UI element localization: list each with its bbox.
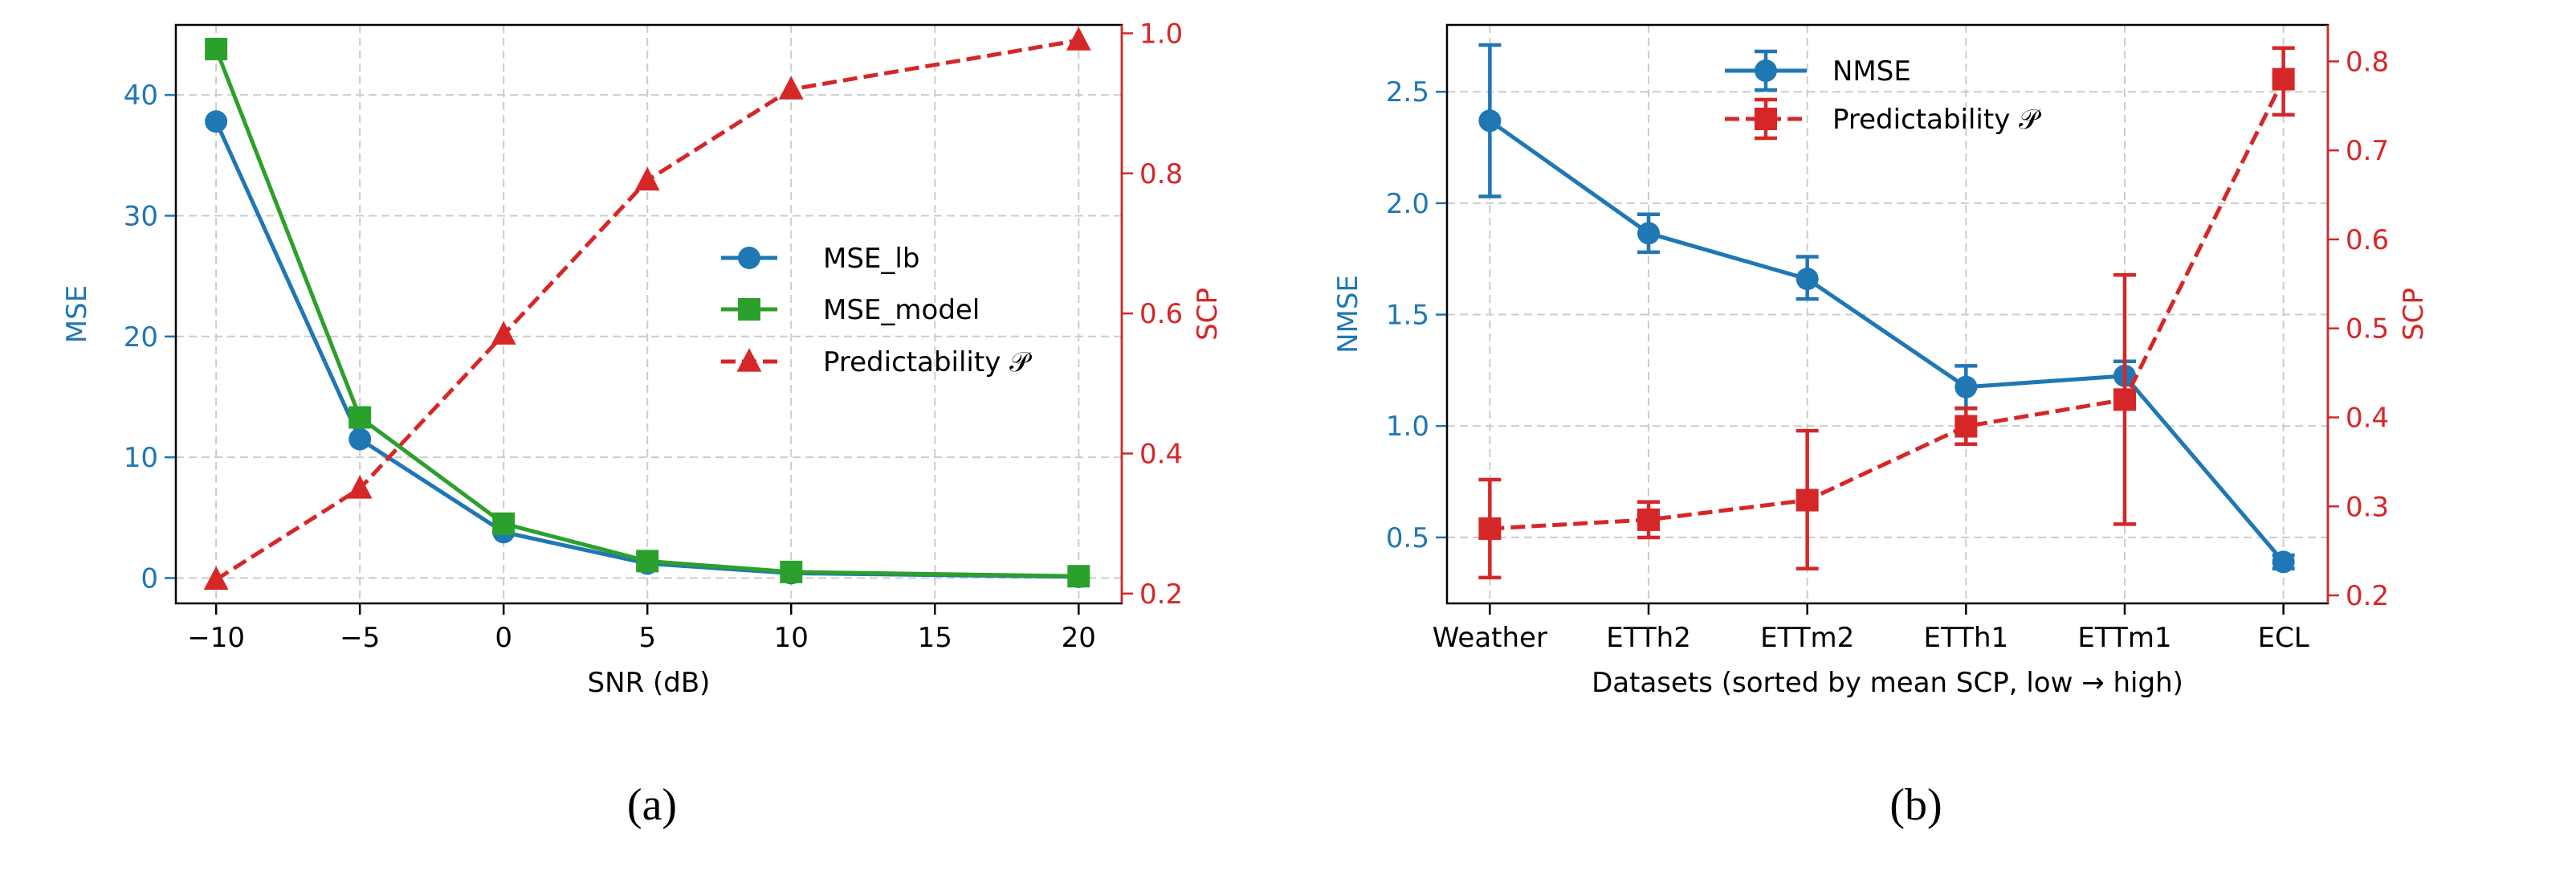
data-point [1478,517,1502,540]
legend-item: NMSE [1725,49,1911,92]
y-axis-label: MSE [61,285,93,343]
series-line [214,48,1079,578]
y2-tick-label: 0.4 [2346,402,2389,434]
y-tick-label: 20 [124,321,158,354]
data-point [778,76,804,100]
data-point [780,560,803,583]
series-line [1490,78,2285,531]
y2-tick-label: 0.6 [1139,298,1183,330]
legend-marker [1755,108,1777,130]
x-tick-label: ECL [2258,622,2309,654]
y2-axis-label: SCP [2398,288,2430,341]
legend: NMSE Predictability 𝒫 [1725,49,2041,141]
data-point [348,427,372,451]
caption-a: (a) [627,780,677,830]
y-tick-label: 0 [141,562,158,595]
y2-tick-label: 0.4 [1139,438,1183,470]
y-tick-label: 1.0 [1386,411,1429,443]
data-point [1637,222,1661,245]
series-nmse [1478,43,2295,574]
y2-tick-label: 0.2 [1139,578,1183,611]
data-point [1067,565,1090,588]
data-point [1795,488,1819,512]
data-point [1795,268,1819,291]
y2-axis-label: SCP [1192,288,1224,341]
x-tick-label: 10 [774,622,809,654]
y2-tick-label: 0.3 [2346,491,2389,523]
chart-b-datasets: Weather ETTh2 ETTm2 ETTh1 ETTm1 ECL 0.5 1.0 1.5 2… [1332,23,2430,699]
series-mse_model [205,38,1090,588]
legend-marker [1755,59,1777,82]
y2-tick-label: 0.6 [2346,224,2389,256]
data-point [1954,375,1978,399]
series-predictability [203,27,1091,590]
caption-b: (b) [1889,780,1942,830]
x-tick-label: ETTm2 [1760,622,1854,654]
y-tick-label: 2.5 [1386,76,1429,108]
x-tick-label: 5 [638,622,656,654]
x-tick-label: ETTh1 [1924,622,2009,654]
data-point [1478,109,1502,133]
legend-label: Predictability 𝒫 [1832,104,2041,136]
x-axis-label: SNR (dB) [588,667,711,699]
data-point [2272,550,2295,574]
data-point [491,321,516,345]
legend-item: Predictability 𝒫 [721,346,1032,378]
x-tick-label: 0 [495,622,512,654]
y2-tick-label: 0.7 [2346,135,2389,167]
legend-item: MSE_lb [721,243,919,275]
data-point [634,166,660,191]
y2-tick-label: 1.0 [1139,18,1183,50]
data-point [1954,415,1978,438]
data-point [2272,67,2295,91]
data-point [1066,27,1091,51]
legend-item: Predictability 𝒫 [1725,97,2041,141]
chart-a-snr: −10 −5 0 5 10 15 20 0 10 20 30 40 0.2 0.4 0.6 0.8 1.0 SNR… [61,18,1224,699]
x-tick-label: Weather [1433,622,1547,654]
y2-tick-label: 0.2 [2346,580,2389,612]
series-line [214,38,1079,582]
legend-item: MSE_model [721,294,980,326]
y-tick-label: 1.5 [1386,300,1429,332]
y-tick-label: 30 [124,200,158,232]
data-point [205,38,228,61]
x-tick-label: ETTm1 [2077,622,2171,654]
data-point [1637,508,1661,531]
data-point [492,512,516,535]
x-tick-label: ETTh2 [1606,622,1691,654]
y-tick-label: 0.5 [1386,522,1429,554]
series-line [1488,119,2285,564]
y-tick-label: 10 [124,442,158,474]
legend-label: NMSE [1832,55,1911,88]
x-tick-label: −5 [340,622,380,654]
data-point [205,110,228,133]
y-tick-label: 40 [124,80,158,112]
x-axis-label: Datasets (sorted by mean SCP, low → high… [1592,667,2183,699]
data-point [2113,388,2136,411]
legend-marker [738,247,760,269]
legend-marker [738,298,760,321]
series-predictability [1478,46,2295,580]
legend-label: Predictability 𝒫 [823,346,1032,378]
x-tick-label: 15 [918,622,952,654]
y2-tick-label: 0.8 [1139,158,1183,190]
data-point [348,406,372,429]
legend-label: MSE_lb [823,243,919,275]
y2-tick-label: 0.8 [2346,46,2389,78]
legend-label: MSE_model [823,294,980,326]
data-point [203,566,229,590]
data-point [347,475,373,499]
x-tick-label: −10 [187,622,245,654]
y-tick-label: 2.0 [1386,188,1429,220]
y2-tick-label: 0.5 [2346,313,2389,345]
data-point [636,550,659,573]
x-tick-label: 20 [1062,622,1096,654]
legend: MSE_lb MSE_model Predictability 𝒫 [721,243,1032,378]
legend-marker [736,348,762,372]
y-axis-label: NMSE [1332,275,1364,354]
